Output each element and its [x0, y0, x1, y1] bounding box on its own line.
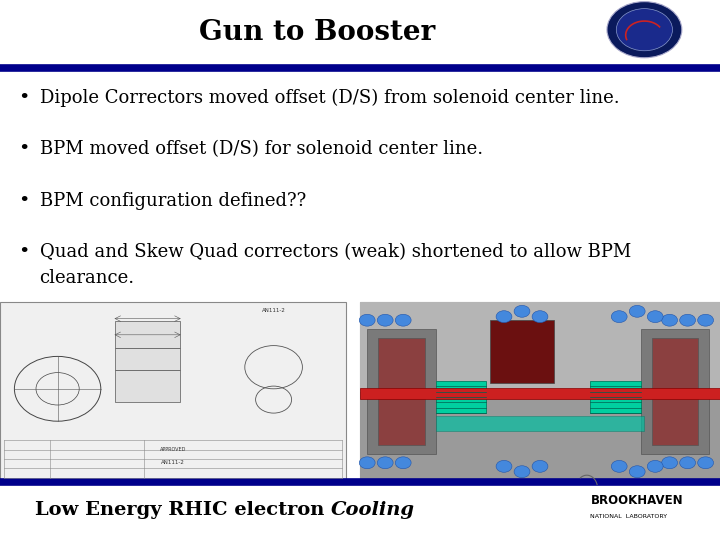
- Bar: [360, 302, 720, 481]
- Circle shape: [629, 306, 645, 317]
- Circle shape: [616, 9, 672, 51]
- Text: AN111-2: AN111-2: [161, 461, 185, 465]
- Bar: [360, 388, 720, 399]
- Circle shape: [680, 457, 696, 469]
- Bar: [652, 338, 698, 445]
- Bar: [436, 416, 644, 431]
- Circle shape: [662, 314, 678, 326]
- Bar: [115, 370, 180, 402]
- Text: Low Energy RHIC electron: Low Energy RHIC electron: [35, 501, 331, 519]
- Bar: [0, 302, 346, 481]
- Circle shape: [359, 457, 375, 469]
- Text: •: •: [18, 192, 30, 210]
- Bar: [115, 348, 180, 370]
- Circle shape: [698, 457, 714, 469]
- Circle shape: [395, 314, 411, 326]
- Circle shape: [395, 457, 411, 469]
- Circle shape: [377, 457, 393, 469]
- Text: Gun to Booster: Gun to Booster: [199, 19, 435, 46]
- Bar: [115, 321, 180, 348]
- Text: AN111-2: AN111-2: [261, 308, 286, 313]
- Circle shape: [377, 314, 393, 326]
- Circle shape: [359, 314, 375, 326]
- Circle shape: [629, 465, 645, 477]
- Bar: [367, 329, 436, 454]
- Text: Cooling: Cooling: [331, 501, 415, 519]
- Text: APPROVED: APPROVED: [160, 447, 186, 452]
- Circle shape: [532, 461, 548, 472]
- Bar: [641, 329, 709, 454]
- Text: BROOKHAVEN: BROOKHAVEN: [590, 494, 683, 507]
- Circle shape: [514, 306, 530, 317]
- Circle shape: [647, 310, 663, 322]
- Text: NATIONAL  LABORATORY: NATIONAL LABORATORY: [590, 514, 667, 519]
- Circle shape: [662, 457, 678, 469]
- Text: Dipole Correctors moved offset (D/S) from solenoid center line.: Dipole Correctors moved offset (D/S) fro…: [40, 89, 619, 107]
- Bar: [378, 338, 425, 445]
- Circle shape: [496, 461, 512, 472]
- Text: •: •: [18, 89, 30, 107]
- Circle shape: [496, 310, 512, 322]
- Circle shape: [532, 310, 548, 322]
- Text: Quad and Skew Quad correctors (weak) shortened to allow BPM: Quad and Skew Quad correctors (weak) sho…: [40, 243, 631, 261]
- Circle shape: [514, 465, 530, 477]
- Bar: [490, 320, 554, 382]
- Bar: [436, 381, 486, 413]
- Circle shape: [680, 314, 696, 326]
- Circle shape: [647, 461, 663, 472]
- Circle shape: [611, 461, 627, 472]
- Text: clearance.: clearance.: [40, 269, 135, 287]
- Bar: [360, 392, 720, 481]
- Text: •: •: [18, 243, 30, 261]
- Text: BPM moved offset (D/S) for solenoid center line.: BPM moved offset (D/S) for solenoid cent…: [40, 140, 482, 158]
- Bar: [590, 381, 641, 413]
- Text: BPM configuration defined??: BPM configuration defined??: [40, 192, 306, 210]
- Bar: [360, 302, 720, 392]
- Text: •: •: [18, 140, 30, 158]
- Circle shape: [607, 2, 682, 58]
- Circle shape: [611, 310, 627, 322]
- Circle shape: [698, 314, 714, 326]
